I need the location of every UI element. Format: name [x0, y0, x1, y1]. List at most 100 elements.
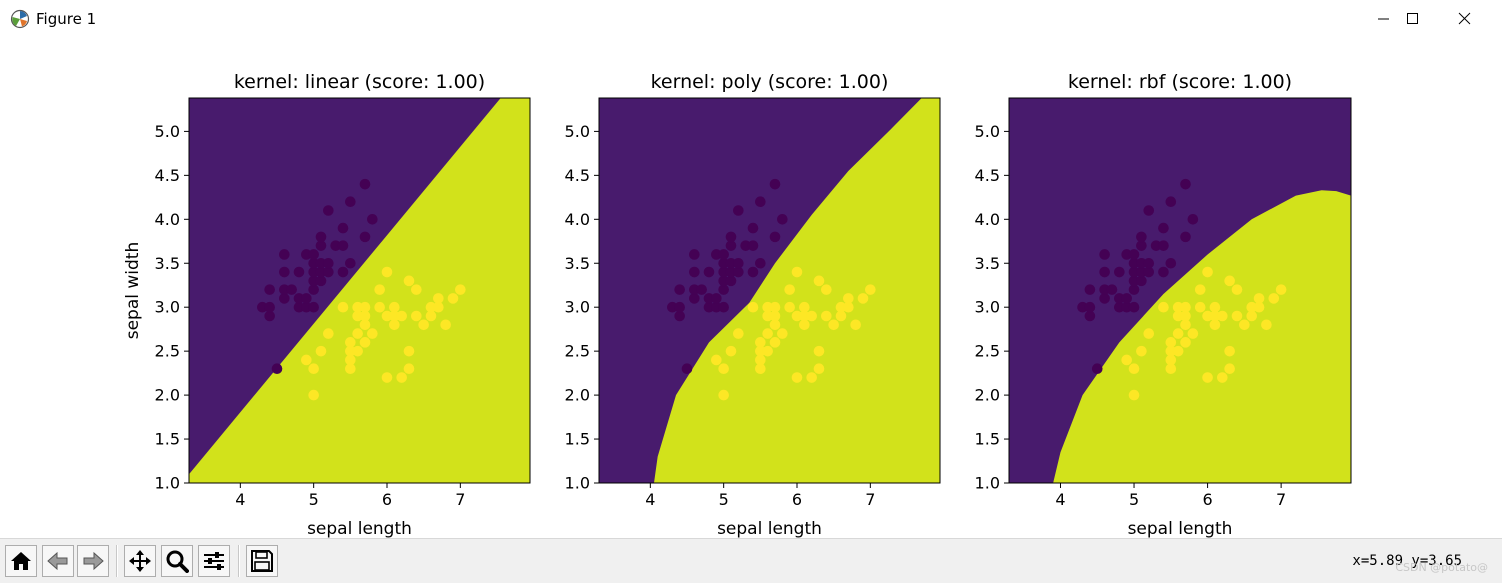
- data-point-class1: [711, 354, 722, 366]
- configure-subplots-button[interactable]: [198, 545, 230, 577]
- data-point-class0: [703, 301, 715, 313]
- data-point-class0: [1158, 266, 1169, 278]
- data-point-class1: [1143, 328, 1155, 339]
- data-point-class0: [1128, 266, 1140, 278]
- data-point-class1: [308, 363, 319, 375]
- data-point-class1: [352, 301, 363, 313]
- y-tick-label: 4.0: [565, 210, 590, 229]
- x-axis-label: sepal length: [307, 519, 412, 538]
- data-point-class0: [330, 240, 341, 251]
- data-point-class1: [755, 363, 766, 375]
- data-point-class0: [1099, 293, 1110, 304]
- data-point-class1: [813, 275, 825, 287]
- data-point-class1: [1180, 319, 1191, 331]
- data-point-class1: [718, 363, 729, 375]
- data-point-class1: [777, 328, 788, 339]
- data-point-class1: [345, 345, 356, 357]
- decision-region-class1: [1053, 190, 1351, 483]
- close-button[interactable]: [1446, 0, 1496, 38]
- data-point-class1: [784, 301, 795, 313]
- data-point-class0: [279, 293, 290, 304]
- data-point-class1: [1246, 301, 1258, 313]
- data-point-class1: [403, 275, 415, 287]
- save-button[interactable]: [246, 545, 278, 577]
- data-point-class0: [345, 257, 356, 269]
- subplot-title: kernel: poly (score: 1.00): [651, 71, 889, 93]
- data-point-class1: [755, 337, 766, 348]
- data-point-class0: [1136, 231, 1147, 243]
- data-point-class1: [1239, 319, 1250, 331]
- minimize-button[interactable]: [1358, 0, 1408, 38]
- data-point-class1: [425, 310, 437, 322]
- data-point-class1: [1172, 310, 1184, 322]
- data-point-class0: [711, 249, 722, 260]
- data-point-class0: [367, 214, 378, 225]
- data-point-class0: [725, 275, 737, 287]
- y-tick-label: 2.0: [565, 386, 590, 405]
- subplot-title: kernel: linear (score: 1.00): [234, 71, 485, 93]
- data-point-class1: [359, 301, 371, 313]
- data-point-class1: [1187, 328, 1199, 339]
- y-tick-label: 1.0: [565, 474, 590, 493]
- y-axis-label: sepal width: [123, 242, 143, 340]
- y-tick-label: 2.0: [155, 386, 180, 405]
- data-point-class0: [308, 275, 319, 287]
- data-point-class0: [315, 240, 327, 251]
- data-point-class0: [293, 266, 305, 278]
- data-point-class1: [1128, 389, 1140, 401]
- figure-canvas[interactable]: 4 5 6 7 1.0 1.5 2.0 2.5 3.0 3.5 4.0 4.5 5.0 kernel: l…: [0, 38, 1502, 539]
- data-point-class1: [1209, 319, 1221, 331]
- plot-area: [1009, 98, 1351, 483]
- x-tick-label: 4: [645, 490, 655, 509]
- data-point-class1: [1253, 293, 1265, 304]
- data-point-class0: [1099, 266, 1110, 278]
- x-tick-label: 6: [792, 490, 802, 509]
- maximize-button[interactable]: [1388, 0, 1438, 38]
- zoom-button[interactable]: [161, 545, 193, 577]
- data-point-class0: [257, 301, 268, 313]
- data-point-class0: [703, 266, 715, 278]
- data-point-class1: [1165, 337, 1177, 348]
- data-point-class0: [718, 249, 729, 260]
- back-button[interactable]: [42, 545, 74, 577]
- toolbar-separator: [238, 545, 240, 577]
- data-point-class1: [352, 328, 363, 339]
- data-point-class0: [286, 284, 297, 295]
- y-tick-label: 5.0: [565, 122, 590, 141]
- close-icon: [1458, 12, 1471, 25]
- data-point-class0: [308, 257, 319, 269]
- data-point-class0: [1143, 257, 1155, 269]
- data-point-class1: [769, 337, 781, 348]
- data-point-class0: [740, 240, 751, 251]
- data-point-class0: [315, 231, 327, 243]
- data-point-class1: [345, 337, 356, 348]
- data-point-class0: [293, 293, 305, 304]
- data-point-class1: [1165, 354, 1177, 366]
- data-point-class0: [1143, 266, 1155, 278]
- data-point-class0: [279, 249, 290, 260]
- data-point-class1: [1158, 301, 1169, 313]
- data-point-class1: [1216, 372, 1228, 383]
- data-point-class1: [1165, 363, 1177, 375]
- cursor-coordinates: x=5.89 y=3.65: [1352, 553, 1462, 569]
- data-point-class0: [718, 301, 729, 313]
- x-tick-label: 6: [382, 490, 392, 509]
- pan-button[interactable]: [124, 545, 156, 577]
- data-point-class0: [1180, 178, 1191, 190]
- data-point-class0: [264, 284, 275, 295]
- data-point-class0: [323, 257, 334, 269]
- data-point-class1: [835, 301, 847, 313]
- data-point-class0: [674, 310, 685, 322]
- y-tick-label: 2.5: [155, 342, 180, 361]
- back-icon: [47, 551, 68, 571]
- data-point-class1: [850, 319, 861, 331]
- x-tick-label: 4: [235, 490, 245, 509]
- forward-button[interactable]: [77, 545, 109, 577]
- data-point-class1: [374, 301, 385, 313]
- decision-region-class1: [189, 98, 530, 483]
- data-point-class1: [1253, 301, 1265, 313]
- data-point-class1: [821, 310, 832, 322]
- data-point-class1: [762, 301, 773, 313]
- data-point-class1: [865, 284, 876, 295]
- home-button[interactable]: [5, 545, 37, 577]
